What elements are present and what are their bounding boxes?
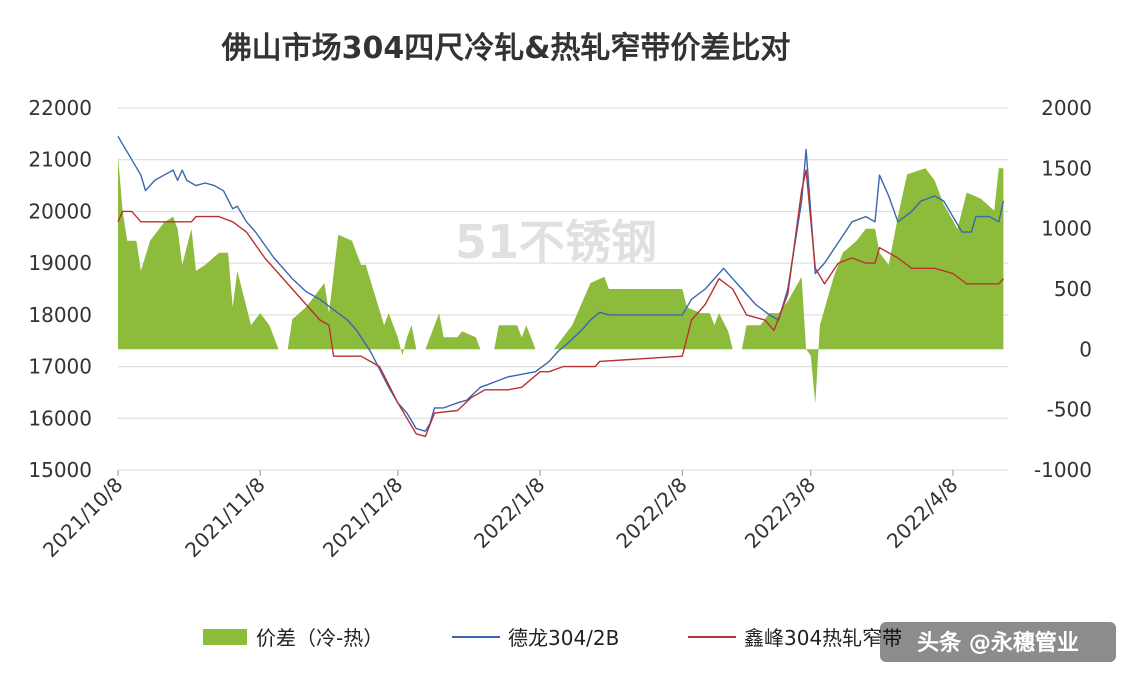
left-axis-ticks: 15000 16000 17000 18000 19000 20000 21000 22000 [28, 96, 92, 482]
watermark: 51不锈钢 [455, 215, 657, 269]
left-tick-label-1: 16000 [28, 406, 92, 430]
x-tick-label-2: 2021/12/8 [318, 473, 407, 562]
right-tick-label-3: 500 [1054, 277, 1092, 301]
left-tick-label-7: 22000 [28, 96, 92, 120]
right-tick-label-5: 1500 [1041, 156, 1092, 180]
source-credit: 头条 @永穗管业 [880, 622, 1116, 662]
legend-label-delong: 德龙304/2B [508, 626, 619, 650]
left-tick-label-6: 21000 [28, 148, 92, 172]
x-tick-label-1: 2021/11/8 [180, 473, 269, 562]
source-credit-text: 头条 @永穗管业 [917, 630, 1079, 656]
right-tick-label-0: -1000 [1034, 458, 1092, 482]
right-axis-ticks: -1000 -500 0 500 1000 1500 2000 [1034, 96, 1092, 482]
watermark-text: 51不锈钢 [455, 215, 657, 269]
left-tick-label-5: 20000 [28, 199, 92, 223]
spread-area-layer [118, 156, 1004, 404]
right-tick-label-2: 0 [1079, 337, 1092, 361]
x-tick-label-5: 2022/3/8 [740, 473, 820, 553]
x-tick-label-3: 2022/1/8 [469, 473, 549, 553]
spread-area [118, 156, 1004, 404]
left-tick-label-2: 17000 [28, 355, 92, 379]
right-tick-label-6: 2000 [1041, 96, 1092, 120]
chart-title: 佛山市场304四尺冷轧&热轧窄带价差比对 [221, 31, 791, 66]
legend-label-spread: 价差（冷-热） [256, 626, 383, 650]
x-tick-label-6: 2022/4/8 [882, 473, 962, 553]
price-lines-layer [117, 136, 1005, 438]
left-tick-label-0: 15000 [28, 458, 92, 482]
x-tick-label-0: 2021/10/8 [38, 473, 127, 562]
legend-swatch-spread [203, 629, 247, 645]
left-tick-label-4: 19000 [28, 251, 92, 275]
delong-line [117, 136, 1005, 432]
right-tick-label-4: 1000 [1041, 217, 1092, 241]
xinfeng-line [117, 169, 1004, 438]
source-credit-bg [880, 622, 1116, 662]
right-tick-label-1: -500 [1047, 398, 1092, 422]
legend: 价差（冷-热） 德龙304/2B 鑫峰304热轧窄带 [203, 626, 902, 650]
x-tick-label-4: 2022/2/8 [611, 473, 691, 553]
left-tick-label-3: 18000 [28, 303, 92, 327]
x-axis-ticks: 2021/10/8 2021/11/8 2021/12/8 2022/1/8 2022/… [38, 470, 962, 562]
legend-label-xinfeng: 鑫峰304热轧窄带 [744, 626, 902, 650]
